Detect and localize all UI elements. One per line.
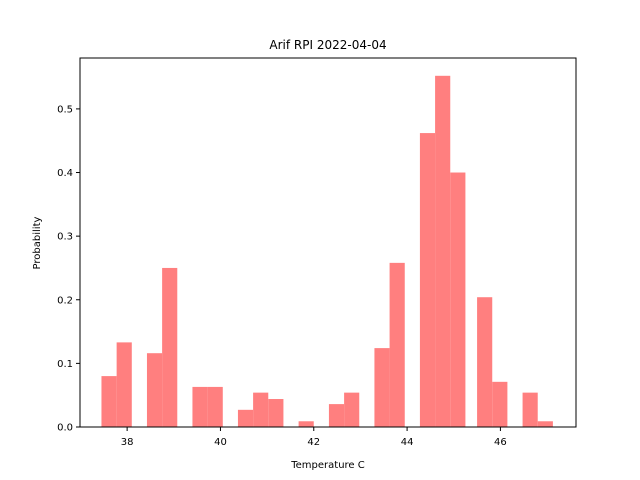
histogram-bar — [389, 262, 405, 427]
histogram-bar — [419, 133, 436, 427]
histogram-bar — [162, 267, 178, 427]
y-tick-label: 0.0 — [57, 423, 73, 434]
histogram-bar — [237, 409, 254, 427]
histogram-bar — [268, 399, 284, 427]
histogram-bar — [477, 297, 493, 427]
histogram-bar — [492, 381, 508, 427]
chart-title: Arif RPI 2022-04-04 — [269, 38, 386, 52]
histogram-bar — [298, 421, 314, 427]
histogram-bar — [207, 386, 223, 427]
x-tick-label: 46 — [494, 437, 507, 448]
histogram-bar — [537, 421, 553, 427]
plot-frame — [79, 57, 577, 428]
histogram-bar — [328, 404, 345, 427]
x-tick-label: 44 — [401, 437, 414, 448]
y-tick-label: 0.2 — [57, 295, 73, 306]
histogram-bar — [146, 353, 163, 427]
histogram-bar — [374, 348, 390, 427]
x-axis-title: Temperature C — [290, 460, 365, 471]
x-axis-ticks: 38 40 42 44 46 — [121, 427, 507, 448]
x-tick-label: 40 — [214, 437, 227, 448]
y-axis-title: Probability — [32, 216, 43, 269]
histogram-bar — [435, 75, 451, 427]
y-tick-label: 0.5 — [57, 104, 73, 115]
histogram-bar — [116, 342, 132, 427]
y-tick-label: 0.3 — [57, 232, 73, 243]
histogram-bar — [101, 376, 117, 427]
histogram-bar — [192, 386, 208, 427]
x-tick-label: 38 — [121, 437, 134, 448]
histogram-bar — [344, 392, 360, 427]
x-tick-label: 42 — [307, 437, 320, 448]
histogram-bar — [450, 172, 466, 427]
bars-group — [101, 75, 553, 427]
y-axis-ticks: 0.0 0.1 0.2 0.3 0.4 0.5 — [57, 104, 80, 434]
y-tick-label: 0.1 — [57, 359, 73, 370]
histogram-bar — [522, 392, 538, 427]
y-tick-label: 0.4 — [57, 168, 73, 179]
histogram-bar — [253, 392, 269, 427]
